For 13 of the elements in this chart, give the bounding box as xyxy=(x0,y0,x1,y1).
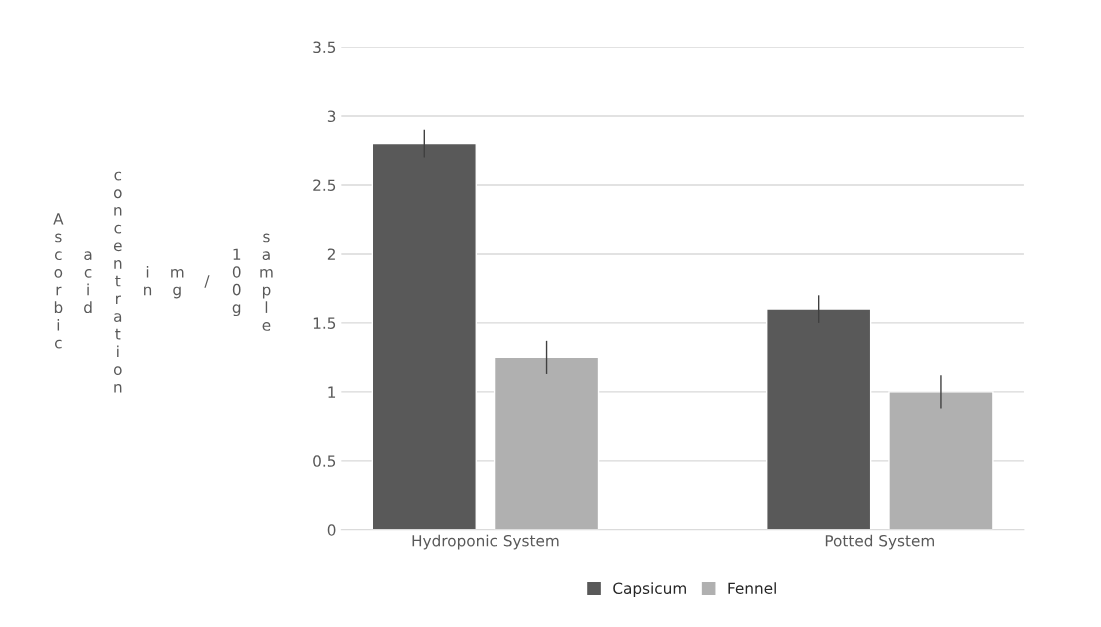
y-tick-label: 1.5 xyxy=(313,317,336,329)
y-tick-label: 0.5 xyxy=(313,455,336,467)
x-tick-label: Hydroponic System xyxy=(412,534,559,550)
y-tick-label: 2.5 xyxy=(313,179,336,191)
x-tick-label: Potted System xyxy=(825,534,934,550)
legend-label: Capsicum xyxy=(613,582,686,597)
y-tick-label: 1 xyxy=(328,386,336,398)
text: Ascorbic acid concentration in mg / 100g sample xyxy=(53,171,273,393)
y-tick-label: 0 xyxy=(327,524,336,536)
legend-label: Fennel xyxy=(728,582,776,595)
y-tick-label: 3 xyxy=(327,110,336,123)
y-tick-label: 2 xyxy=(327,248,335,260)
y-tick-label: 3.5 xyxy=(313,41,336,54)
